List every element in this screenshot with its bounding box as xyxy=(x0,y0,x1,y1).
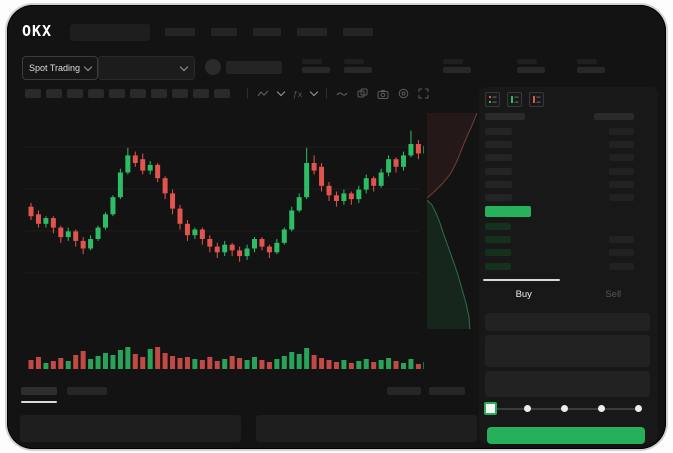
book-combined-icon[interactable] xyxy=(485,92,500,107)
amount-input-placeholder[interactable] xyxy=(485,335,650,367)
bid-row-size xyxy=(609,262,634,270)
fullscreen-icon[interactable] xyxy=(418,88,429,99)
camera-icon[interactable] xyxy=(377,89,389,99)
orderbook-view-toggles xyxy=(485,92,544,107)
bid-row-size xyxy=(609,236,634,244)
ask-row-size xyxy=(609,194,634,201)
ask-row[interactable] xyxy=(485,167,512,175)
ask-row-size xyxy=(609,180,634,188)
orderbook-col-header xyxy=(594,113,634,120)
buy-tab-underline xyxy=(483,279,560,281)
divider xyxy=(325,88,327,99)
nav-item-placeholder[interactable] xyxy=(165,28,195,36)
nav-item-placeholder[interactable] xyxy=(211,28,237,36)
slider-stop[interactable] xyxy=(598,405,605,412)
depth-chart[interactable] xyxy=(426,109,479,331)
coin-avatar xyxy=(205,59,221,75)
timeframe-button-placeholder[interactable] xyxy=(193,89,209,98)
book-asks-icon[interactable] xyxy=(529,92,544,107)
bid-row[interactable] xyxy=(485,236,511,244)
timeframe-button-placeholder[interactable] xyxy=(151,89,167,98)
ask-row-size xyxy=(609,128,634,135)
amount-slider[interactable] xyxy=(484,402,642,415)
ask-row-size xyxy=(609,167,634,175)
timeframe-button-placeholder[interactable] xyxy=(109,89,125,98)
market-type-label: Spot Trading xyxy=(28,63,81,73)
header-search-placeholder[interactable] xyxy=(70,24,150,41)
chevron-down-icon xyxy=(179,62,189,71)
bid-row[interactable] xyxy=(485,223,511,230)
ask-row[interactable] xyxy=(485,180,512,188)
line-tool-icon[interactable] xyxy=(336,90,348,98)
alert-circle-icon[interactable] xyxy=(398,88,409,99)
market-stat-placeholder xyxy=(302,59,330,73)
candlestick-chart[interactable] xyxy=(19,107,429,397)
submit-buy-button[interactable] xyxy=(487,427,645,444)
book-bids-icon[interactable] xyxy=(507,92,522,107)
chevron-down-icon xyxy=(83,62,93,71)
ask-row[interactable] xyxy=(485,154,512,162)
orders-panel-placeholder xyxy=(256,415,477,442)
slider-stop[interactable] xyxy=(561,405,568,412)
total-input-placeholder[interactable] xyxy=(485,371,650,397)
ask-row-size xyxy=(609,141,634,149)
depth-bids-area xyxy=(427,200,470,329)
timeframe-button-placeholder[interactable] xyxy=(67,89,83,98)
bid-row[interactable] xyxy=(485,262,511,270)
trade-sidebar: Buy Sell xyxy=(479,87,658,444)
slider-handle[interactable] xyxy=(484,402,497,415)
ask-row[interactable] xyxy=(485,141,512,149)
timeframe-button-placeholder[interactable] xyxy=(46,89,62,98)
orderbook-col-header xyxy=(485,113,525,120)
bid-row-size xyxy=(609,249,634,257)
nav-item-placeholder[interactable] xyxy=(253,28,281,36)
ask-row-size xyxy=(609,154,634,162)
divider xyxy=(247,88,248,99)
nav-item-placeholder[interactable] xyxy=(297,28,327,36)
price-input-placeholder[interactable] xyxy=(485,313,650,331)
main-nav xyxy=(165,28,373,36)
ask-row[interactable] xyxy=(485,128,512,135)
timeframe-button-placeholder[interactable] xyxy=(172,89,188,98)
orders-tab[interactable] xyxy=(67,387,107,395)
compare-icon[interactable] xyxy=(357,88,368,99)
slider-stop[interactable] xyxy=(524,405,531,412)
orders-tab-active[interactable] xyxy=(21,387,57,395)
timeframe-button-placeholder[interactable] xyxy=(25,89,41,98)
ask-row[interactable] xyxy=(485,194,512,201)
pair-name-placeholder xyxy=(226,61,282,74)
market-stat-placeholder xyxy=(517,59,545,73)
tab-buy[interactable]: Buy xyxy=(515,289,532,300)
nav-item-placeholder[interactable] xyxy=(343,28,373,36)
market-type-dropdown[interactable]: Spot Trading xyxy=(22,56,98,80)
okx-logo: OKX xyxy=(22,22,53,40)
depth-asks-area xyxy=(427,113,477,198)
tab-sell[interactable]: Sell xyxy=(605,289,622,300)
orders-filter-placeholder[interactable] xyxy=(387,387,421,395)
orders-panel-placeholder xyxy=(20,415,241,442)
orders-filter-placeholder[interactable] xyxy=(429,387,465,395)
timeframe-buttons xyxy=(25,89,230,98)
indicator-zigzag-icon[interactable] xyxy=(257,89,269,99)
chevron-down-icon[interactable] xyxy=(276,87,286,97)
pair-selector[interactable] xyxy=(98,56,195,80)
market-stat-placeholder xyxy=(577,59,605,73)
market-stat-placeholder xyxy=(443,59,471,73)
timeframe-button-placeholder[interactable] xyxy=(130,89,146,98)
timeframe-button-placeholder[interactable] xyxy=(214,89,230,98)
trade-tabs: Buy Sell xyxy=(479,280,658,300)
app-window: OKX Spot Trading ƒx xyxy=(7,5,666,449)
slider-stop[interactable] xyxy=(635,405,642,412)
market-stat-placeholder xyxy=(344,59,372,73)
fx-indicator-icon[interactable]: ƒx xyxy=(293,88,302,99)
bid-row[interactable] xyxy=(485,249,511,257)
last-price-badge xyxy=(485,206,531,217)
timeframe-button-placeholder[interactable] xyxy=(88,89,104,98)
chart-toolbar: ƒx xyxy=(247,87,429,100)
chevron-down-icon[interactable] xyxy=(309,87,319,97)
active-tab-underline xyxy=(21,401,57,403)
